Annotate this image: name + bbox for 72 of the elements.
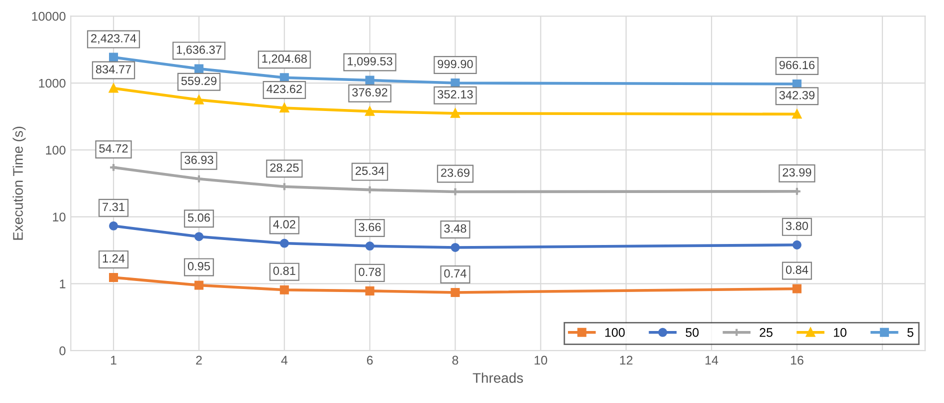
data-label: 3.48	[444, 224, 466, 233]
point	[365, 286, 374, 296]
legend-label: 5	[907, 328, 914, 337]
x-tick-label: 1	[110, 356, 116, 365]
x-tick-label: 14	[706, 356, 718, 365]
point	[280, 285, 289, 294]
y-tick-label: 10000	[32, 12, 66, 21]
data-label: 2,423.74	[91, 34, 136, 44]
data-label: 1.24	[102, 254, 125, 263]
data-label: 966.16	[779, 60, 815, 70]
y-tick-label: 0	[59, 346, 66, 356]
legend-label: 100	[605, 328, 625, 337]
legend-label: 25	[760, 328, 772, 337]
point	[280, 103, 289, 112]
x-tick-label: 10	[534, 356, 548, 365]
data-label: 1,099.53	[348, 57, 392, 67]
data-label: 25.34	[356, 166, 384, 175]
x-tick-label: 2	[196, 356, 202, 365]
data-label: 5.06	[188, 213, 210, 222]
data-label: 3.66	[358, 222, 381, 232]
data-label: 7.31	[102, 202, 124, 212]
data-label: 36.93	[184, 156, 214, 164]
point	[450, 288, 460, 297]
point	[450, 242, 460, 252]
x-tick-label: 12	[620, 356, 632, 365]
data-label: 999.90	[438, 60, 473, 68]
point	[109, 84, 118, 93]
legend-label: 50	[686, 328, 699, 337]
point	[109, 272, 118, 282]
data-label: 559.29	[181, 76, 216, 86]
x-tick-label: 8	[452, 356, 458, 365]
point	[365, 242, 374, 251]
data-label: 0.81	[273, 266, 296, 275]
point	[109, 221, 118, 230]
data-label: 23.69	[441, 168, 470, 177]
data-label: 23.99	[782, 168, 812, 177]
x-axis-title: Threads	[472, 372, 523, 383]
data-label: 423.62	[266, 84, 302, 94]
data-label: 54.72	[99, 144, 128, 153]
data-label: 4.02	[273, 220, 296, 228]
data-label: 0.84	[786, 266, 808, 274]
y-axis-title: Execution Time (s)	[12, 126, 26, 240]
point	[792, 284, 802, 294]
data-label: 834.77	[96, 65, 131, 74]
data-label: 1,636.37	[176, 46, 222, 56]
y-tick-label: 100	[46, 146, 66, 155]
x-tick-label: 16	[790, 356, 804, 365]
data-label: 352.13	[438, 90, 473, 99]
x-tick-label: 6	[366, 356, 373, 365]
point	[194, 280, 204, 290]
data-label: 28.25	[270, 163, 299, 172]
data-label: 0.74	[444, 269, 466, 278]
point	[792, 240, 802, 250]
data-label: 1,204.68	[262, 54, 307, 64]
x-tick-label: 4	[281, 356, 288, 365]
y-tick-label: 10	[52, 212, 66, 222]
y-tick-label: 1000	[39, 78, 66, 88]
legend-label: 10	[834, 328, 846, 337]
point	[109, 52, 118, 62]
point	[194, 95, 204, 104]
point	[280, 238, 289, 248]
point	[365, 76, 374, 85]
data-label: 0.78	[358, 268, 381, 276]
data-label: 3.80	[786, 222, 808, 230]
data-label: 376.92	[352, 88, 388, 97]
y-tick-label: 1	[60, 280, 66, 288]
point	[365, 106, 374, 116]
data-label: 342.39	[779, 90, 814, 100]
point	[450, 108, 460, 118]
point	[194, 232, 204, 242]
data-label: 0.95	[188, 262, 210, 270]
point	[194, 64, 204, 74]
